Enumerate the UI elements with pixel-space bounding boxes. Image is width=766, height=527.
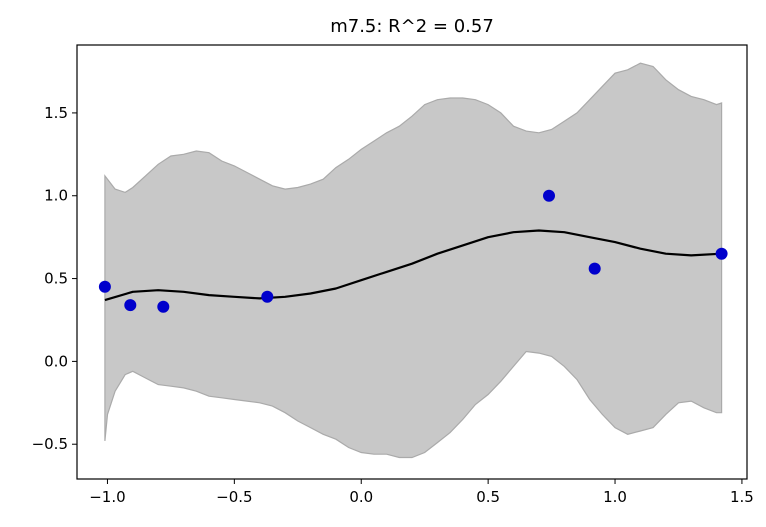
y-tick-label: 1.0 xyxy=(44,187,68,205)
data-point xyxy=(157,300,170,313)
data-point xyxy=(588,262,601,275)
plot-area xyxy=(98,62,728,459)
mean-line xyxy=(104,229,722,302)
x-axis: −1.0 −0.5 0.0 0.5 1.0 1.5 xyxy=(89,479,754,506)
x-tick-label: −1.0 xyxy=(89,488,125,506)
data-point xyxy=(98,280,111,293)
chart-title: m7.5: R^2 = 0.57 xyxy=(330,16,494,37)
uncertainty-band xyxy=(104,62,723,459)
x-tick-label: −0.5 xyxy=(216,488,252,506)
x-tick-label: 0.0 xyxy=(349,488,373,506)
y-tick-label: 0.5 xyxy=(44,270,68,288)
y-tick-label: 0.0 xyxy=(44,352,68,370)
data-point xyxy=(543,189,555,202)
data-point xyxy=(715,247,728,260)
y-tick-label: −0.5 xyxy=(32,435,68,453)
y-axis: −0.5 0.0 0.5 1.0 1.5 xyxy=(32,104,77,453)
plot-frame xyxy=(76,44,748,480)
x-tick-label: 1.5 xyxy=(730,488,754,506)
x-tick-label: 0.5 xyxy=(476,488,500,506)
data-point xyxy=(124,299,137,312)
x-tick-label: 1.0 xyxy=(603,488,627,506)
data-point xyxy=(261,290,274,303)
y-tick-label: 1.5 xyxy=(44,104,68,122)
